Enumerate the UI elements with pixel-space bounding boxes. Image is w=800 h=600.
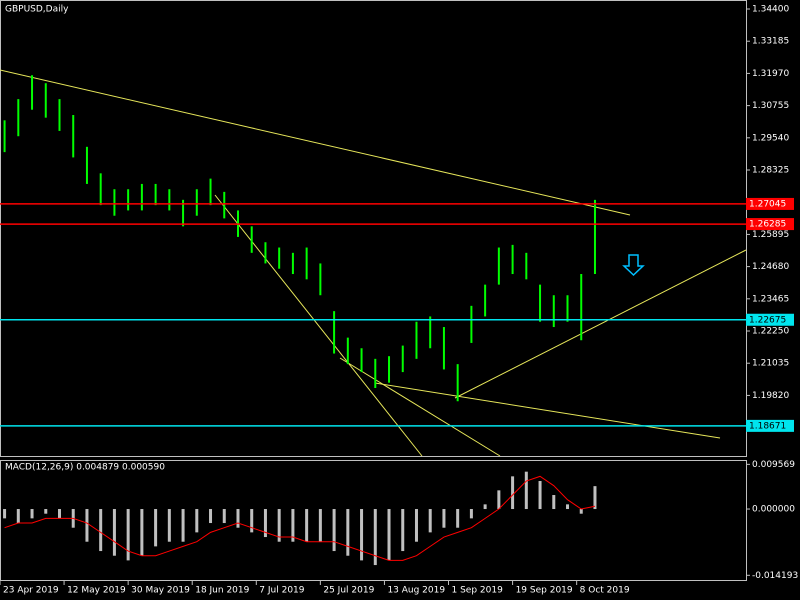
trend-line bbox=[454, 249, 747, 399]
macd-bar bbox=[305, 509, 309, 542]
macd-bar bbox=[126, 509, 130, 561]
macd-bar bbox=[250, 509, 254, 533]
chart-title: GBPUSD,Daily bbox=[5, 5, 69, 15]
y-tick-label: 1.21035 bbox=[752, 359, 789, 369]
trend-line bbox=[0, 69, 631, 216]
y-tick-label: 1.24680 bbox=[752, 262, 789, 272]
x-tick-label: 13 Aug 2019 bbox=[387, 586, 445, 596]
macd-bar bbox=[181, 509, 185, 542]
y-tick-label: 0.000000 bbox=[752, 505, 795, 515]
y-tick-label: -0.014193 bbox=[752, 571, 798, 581]
macd-bar bbox=[373, 509, 377, 566]
macd-bar bbox=[442, 509, 446, 528]
level-label: 1.18671 bbox=[749, 421, 786, 431]
macd-bar bbox=[222, 509, 226, 524]
x-tick-label: 23 Apr 2019 bbox=[3, 586, 59, 596]
macd-bar bbox=[593, 486, 597, 510]
y-tick-label: 1.22250 bbox=[752, 327, 789, 337]
level-tag bbox=[746, 218, 794, 231]
macd-bar bbox=[456, 509, 460, 528]
macd-bar bbox=[263, 509, 267, 538]
y-tick-label: 0.009569 bbox=[752, 460, 795, 470]
macd-bar bbox=[469, 509, 473, 519]
level-label: 1.22675 bbox=[749, 315, 786, 325]
macd-bar bbox=[524, 471, 528, 510]
macd-frame bbox=[0, 460, 747, 581]
trend-line bbox=[214, 194, 423, 457]
macd-bar bbox=[497, 490, 501, 510]
macd-bar bbox=[85, 509, 89, 542]
macd-bar bbox=[195, 509, 199, 533]
macd-bar bbox=[332, 509, 336, 552]
y-tick-label: 1.23465 bbox=[752, 294, 789, 304]
macd-bar bbox=[552, 495, 556, 510]
macd-bar bbox=[387, 509, 391, 561]
signal-line bbox=[4, 475, 596, 561]
macd-bar bbox=[414, 509, 418, 542]
level-label: 1.26285 bbox=[749, 220, 786, 230]
y-tick-label: 1.34400 bbox=[752, 5, 789, 15]
x-tick-label: 19 Sep 2019 bbox=[516, 586, 573, 596]
macd-bar bbox=[154, 509, 158, 547]
y-tick-label: 1.19820 bbox=[752, 391, 789, 401]
trend-line bbox=[339, 357, 501, 457]
y-tick-label: 1.30755 bbox=[752, 101, 789, 111]
y-tick-label: 1.25895 bbox=[752, 230, 789, 240]
macd-bar bbox=[30, 509, 34, 519]
macd-title: MACD(12,26,9) 0.004879 0.000590 bbox=[5, 463, 165, 473]
level-label: 1.27045 bbox=[749, 199, 786, 209]
level-tag bbox=[746, 419, 794, 432]
macd-bar bbox=[44, 509, 48, 514]
x-tick-label: 18 Jun 2019 bbox=[195, 586, 249, 596]
macd-bar bbox=[236, 509, 240, 528]
x-tick-label: 30 May 2019 bbox=[131, 586, 190, 596]
y-tick-label: 1.29540 bbox=[752, 133, 789, 143]
macd-bar bbox=[483, 504, 487, 510]
sell-arrow bbox=[622, 254, 645, 277]
macd-bar bbox=[16, 509, 20, 524]
macd-bar bbox=[401, 509, 405, 552]
macd-bar bbox=[3, 509, 7, 519]
x-tick-label: 1 Sep 2019 bbox=[452, 586, 504, 596]
level-tag bbox=[746, 313, 794, 326]
level-tag bbox=[746, 197, 794, 210]
macd-bar bbox=[57, 509, 61, 519]
x-tick-label: 8 Oct 2019 bbox=[580, 586, 630, 596]
x-tick-label: 12 May 2019 bbox=[67, 586, 126, 596]
x-tick-label: 25 Jul 2019 bbox=[323, 586, 374, 596]
macd-bar bbox=[566, 504, 570, 510]
macd-bar bbox=[291, 509, 295, 542]
macd-bar bbox=[346, 509, 350, 556]
macd-bar bbox=[318, 509, 322, 542]
trend-line bbox=[374, 382, 721, 439]
macd-bar bbox=[99, 509, 103, 552]
macd-bar bbox=[511, 476, 515, 510]
trend-lines bbox=[0, 69, 747, 457]
macd-bar bbox=[167, 509, 171, 542]
y-tick-label: 1.28325 bbox=[752, 166, 789, 176]
y-tick-label: 1.31970 bbox=[752, 69, 789, 79]
x-tick-label: 7 Jul 2019 bbox=[259, 586, 304, 596]
macd-bar bbox=[538, 481, 542, 510]
y-tick-label: 1.33185 bbox=[752, 37, 789, 47]
macd-bar bbox=[277, 509, 281, 542]
macd-bar bbox=[209, 509, 213, 524]
macd-bar bbox=[112, 509, 116, 556]
macd-bar bbox=[360, 509, 364, 561]
macd-bar bbox=[579, 509, 583, 514]
macd-bar bbox=[428, 509, 432, 533]
macd-bar bbox=[140, 509, 144, 556]
